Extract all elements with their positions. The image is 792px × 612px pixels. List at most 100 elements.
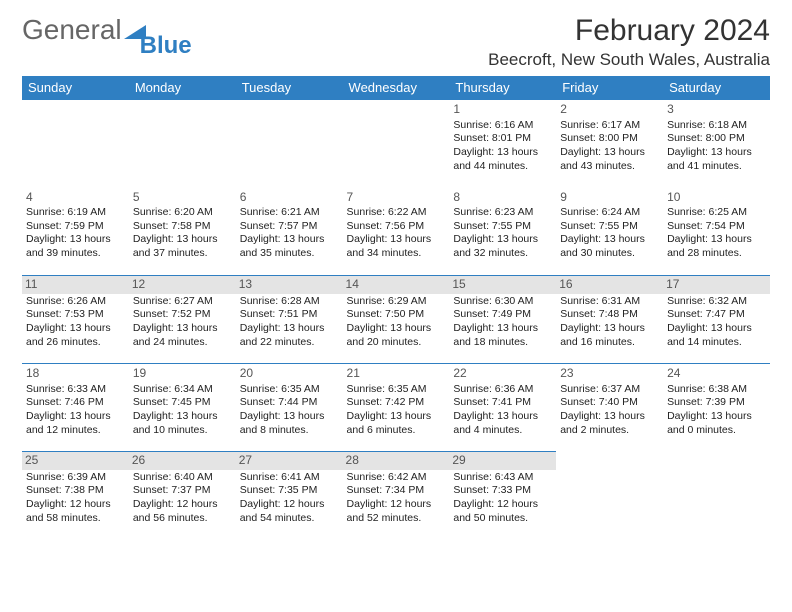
sunset-text: Sunset: 7:34 PM (347, 484, 446, 498)
sunrise-text: Sunrise: 6:20 AM (133, 206, 232, 220)
weekday-header: Sunday (22, 76, 129, 100)
sunset-text: Sunset: 7:48 PM (560, 308, 659, 322)
sunset-text: Sunset: 7:38 PM (26, 484, 125, 498)
sunrise-text: Sunrise: 6:30 AM (453, 295, 552, 309)
sunset-text: Sunset: 7:55 PM (560, 220, 659, 234)
day-number: 4 (26, 190, 125, 206)
sunset-text: Sunset: 7:51 PM (240, 308, 339, 322)
sunset-text: Sunset: 7:33 PM (453, 484, 552, 498)
day-number: 22 (453, 366, 552, 382)
day-number: 13 (236, 276, 343, 294)
calendar-cell: 27Sunrise: 6:41 AMSunset: 7:35 PMDayligh… (236, 452, 343, 540)
daylight-text: Daylight: 13 hours and 2 minutes. (560, 410, 659, 437)
daylight-text: Daylight: 13 hours and 35 minutes. (240, 233, 339, 260)
calendar-cell: 23Sunrise: 6:37 AMSunset: 7:40 PMDayligh… (556, 364, 663, 452)
calendar-cell (663, 452, 770, 540)
calendar-cell: 15Sunrise: 6:30 AMSunset: 7:49 PMDayligh… (449, 276, 556, 364)
sunrise-text: Sunrise: 6:43 AM (453, 471, 552, 485)
sunrise-text: Sunrise: 6:32 AM (667, 295, 766, 309)
calendar-cell: 12Sunrise: 6:27 AMSunset: 7:52 PMDayligh… (129, 276, 236, 364)
weekday-header: Wednesday (343, 76, 450, 100)
daylight-text: Daylight: 12 hours and 56 minutes. (133, 498, 232, 525)
sunset-text: Sunset: 7:42 PM (347, 396, 446, 410)
day-number: 11 (22, 276, 129, 294)
day-number: 5 (133, 190, 232, 206)
day-number: 27 (236, 452, 343, 470)
calendar-cell: 29Sunrise: 6:43 AMSunset: 7:33 PMDayligh… (449, 452, 556, 540)
daylight-text: Daylight: 13 hours and 6 minutes. (347, 410, 446, 437)
sunset-text: Sunset: 8:01 PM (453, 132, 552, 146)
daylight-text: Daylight: 13 hours and 32 minutes. (453, 233, 552, 260)
sunrise-text: Sunrise: 6:29 AM (347, 295, 446, 309)
day-number: 10 (667, 190, 766, 206)
daylight-text: Daylight: 13 hours and 20 minutes. (347, 322, 446, 349)
sunrise-text: Sunrise: 6:36 AM (453, 383, 552, 397)
daylight-text: Daylight: 12 hours and 58 minutes. (26, 498, 125, 525)
calendar-table: SundayMondayTuesdayWednesdayThursdayFrid… (22, 76, 770, 540)
calendar-cell: 14Sunrise: 6:29 AMSunset: 7:50 PMDayligh… (343, 276, 450, 364)
sunrise-text: Sunrise: 6:41 AM (240, 471, 339, 485)
calendar-cell (236, 100, 343, 188)
daylight-text: Daylight: 12 hours and 50 minutes. (453, 498, 552, 525)
page-header: General Blue February 2024 Beecroft, New… (22, 14, 770, 70)
daylight-text: Daylight: 13 hours and 22 minutes. (240, 322, 339, 349)
brand-part1: General (22, 14, 122, 46)
daylight-text: Daylight: 13 hours and 4 minutes. (453, 410, 552, 437)
day-number: 12 (129, 276, 236, 294)
calendar-cell: 18Sunrise: 6:33 AMSunset: 7:46 PMDayligh… (22, 364, 129, 452)
weekday-header: Monday (129, 76, 236, 100)
daylight-text: Daylight: 13 hours and 37 minutes. (133, 233, 232, 260)
sunrise-text: Sunrise: 6:16 AM (453, 119, 552, 133)
day-number: 9 (560, 190, 659, 206)
calendar-cell: 5Sunrise: 6:20 AMSunset: 7:58 PMDaylight… (129, 188, 236, 276)
calendar-cell (556, 452, 663, 540)
sunset-text: Sunset: 7:46 PM (26, 396, 125, 410)
sunrise-text: Sunrise: 6:22 AM (347, 206, 446, 220)
sunset-text: Sunset: 7:39 PM (667, 396, 766, 410)
calendar-cell: 24Sunrise: 6:38 AMSunset: 7:39 PMDayligh… (663, 364, 770, 452)
sunrise-text: Sunrise: 6:26 AM (26, 295, 125, 309)
sunrise-text: Sunrise: 6:21 AM (240, 206, 339, 220)
sunrise-text: Sunrise: 6:18 AM (667, 119, 766, 133)
day-number: 7 (347, 190, 446, 206)
sunset-text: Sunset: 7:41 PM (453, 396, 552, 410)
daylight-text: Daylight: 13 hours and 12 minutes. (26, 410, 125, 437)
sunset-text: Sunset: 7:44 PM (240, 396, 339, 410)
day-number: 1 (453, 102, 552, 118)
calendar-cell: 19Sunrise: 6:34 AMSunset: 7:45 PMDayligh… (129, 364, 236, 452)
calendar-head: SundayMondayTuesdayWednesdayThursdayFrid… (22, 76, 770, 100)
daylight-text: Daylight: 13 hours and 14 minutes. (667, 322, 766, 349)
day-number: 6 (240, 190, 339, 206)
daylight-text: Daylight: 13 hours and 16 minutes. (560, 322, 659, 349)
calendar-cell: 28Sunrise: 6:42 AMSunset: 7:34 PMDayligh… (343, 452, 450, 540)
calendar-cell: 16Sunrise: 6:31 AMSunset: 7:48 PMDayligh… (556, 276, 663, 364)
daylight-text: Daylight: 13 hours and 30 minutes. (560, 233, 659, 260)
day-number: 29 (449, 452, 556, 470)
calendar-cell: 10Sunrise: 6:25 AMSunset: 7:54 PMDayligh… (663, 188, 770, 276)
day-number: 17 (663, 276, 770, 294)
daylight-text: Daylight: 12 hours and 52 minutes. (347, 498, 446, 525)
calendar-cell: 25Sunrise: 6:39 AMSunset: 7:38 PMDayligh… (22, 452, 129, 540)
sunrise-text: Sunrise: 6:28 AM (240, 295, 339, 309)
calendar-cell: 1Sunrise: 6:16 AMSunset: 8:01 PMDaylight… (449, 100, 556, 188)
sunrise-text: Sunrise: 6:33 AM (26, 383, 125, 397)
daylight-text: Daylight: 13 hours and 26 minutes. (26, 322, 125, 349)
page-title: February 2024 (488, 14, 770, 48)
calendar-cell: 13Sunrise: 6:28 AMSunset: 7:51 PMDayligh… (236, 276, 343, 364)
day-number: 24 (667, 366, 766, 382)
title-block: February 2024 Beecroft, New South Wales,… (488, 14, 770, 70)
day-number: 23 (560, 366, 659, 382)
day-number: 19 (133, 366, 232, 382)
daylight-text: Daylight: 13 hours and 39 minutes. (26, 233, 125, 260)
calendar-cell: 20Sunrise: 6:35 AMSunset: 7:44 PMDayligh… (236, 364, 343, 452)
calendar-cell (343, 100, 450, 188)
calendar-cell: 11Sunrise: 6:26 AMSunset: 7:53 PMDayligh… (22, 276, 129, 364)
sunset-text: Sunset: 7:58 PM (133, 220, 232, 234)
daylight-text: Daylight: 13 hours and 41 minutes. (667, 146, 766, 173)
sunrise-text: Sunrise: 6:40 AM (133, 471, 232, 485)
sunset-text: Sunset: 7:52 PM (133, 308, 232, 322)
brand-part2: Blue (140, 32, 192, 60)
sunrise-text: Sunrise: 6:17 AM (560, 119, 659, 133)
sunset-text: Sunset: 7:55 PM (453, 220, 552, 234)
sunrise-text: Sunrise: 6:27 AM (133, 295, 232, 309)
